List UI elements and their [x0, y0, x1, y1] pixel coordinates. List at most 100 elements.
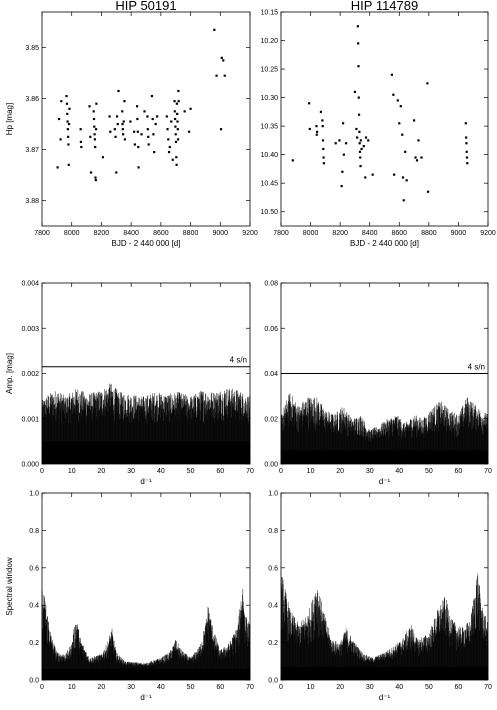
data-point — [174, 133, 177, 136]
data-point — [93, 133, 96, 136]
x-tick-label: 8000 — [64, 230, 80, 237]
x-tick-label: 8800 — [421, 230, 437, 237]
x-tick-label: 0 — [279, 468, 283, 475]
data-point — [401, 176, 405, 179]
data-point — [367, 139, 370, 142]
data-point — [57, 117, 61, 121]
data-point — [122, 120, 125, 123]
y-tick-label: 0.0 — [29, 678, 39, 685]
x-tick-label: 30 — [366, 468, 374, 475]
y-tick-label: 10.50 — [260, 209, 278, 216]
data-point — [116, 122, 119, 126]
data-point — [341, 170, 344, 173]
data-point — [356, 136, 359, 139]
data-point — [166, 128, 169, 131]
data-point — [177, 100, 180, 103]
data-point — [187, 130, 191, 133]
y-tick-label: 10.40 — [260, 152, 278, 159]
y-tick-label: 0.000 — [21, 462, 39, 469]
x-tick-label: 60 — [216, 684, 224, 691]
data-point — [88, 105, 91, 108]
y-tick-label: 10.20 — [260, 38, 278, 45]
data-point — [322, 147, 325, 151]
data-point — [464, 122, 467, 125]
data-point — [315, 125, 318, 128]
x-tick-label: 20 — [98, 468, 106, 475]
spectrum-series — [280, 573, 489, 680]
data-point — [390, 73, 393, 76]
data-point — [136, 117, 139, 121]
data-point — [167, 138, 170, 141]
data-point — [357, 65, 360, 68]
data-point — [357, 96, 360, 99]
x-tick-label: 70 — [246, 468, 254, 475]
data-point — [315, 130, 319, 133]
data-point — [364, 176, 367, 179]
data-point — [114, 135, 117, 138]
data-point — [115, 115, 119, 118]
data-point — [322, 156, 325, 159]
x-tick-label: 8600 — [153, 230, 169, 237]
hip50191-window-panel — [41, 492, 251, 681]
data-point — [89, 135, 92, 138]
y-tick-label: 0.4 — [29, 603, 39, 610]
data-point — [404, 150, 407, 153]
data-point — [137, 166, 140, 169]
y-tick-label: 0.0 — [268, 678, 278, 685]
data-point — [319, 110, 323, 113]
data-point — [94, 179, 97, 182]
hip114789-lc-panel — [280, 11, 489, 227]
data-point — [121, 128, 124, 131]
x-tick-label: 70 — [246, 684, 254, 691]
data-point — [175, 163, 178, 166]
hip50191-amp-panel — [41, 282, 251, 465]
x-tick-label: 50 — [425, 468, 433, 475]
y-tick-label: 0.08 — [264, 281, 278, 288]
x-tick-label: 30 — [366, 684, 374, 691]
x-tick-label: 40 — [157, 684, 165, 691]
data-point — [412, 119, 416, 122]
x-tick-label: 9200 — [480, 230, 496, 237]
data-point — [392, 93, 395, 96]
data-point — [67, 122, 71, 126]
x-tick-label: 50 — [187, 684, 195, 691]
x-tick-label: 50 — [187, 468, 195, 475]
hip50191-window-xlabel: d⁻¹ — [140, 693, 152, 702]
x-tick-label: 10 — [68, 468, 76, 475]
data-point — [174, 140, 178, 144]
data-point — [360, 147, 363, 151]
data-point — [56, 166, 59, 169]
threshold-label: 4 s/n — [230, 356, 247, 365]
data-point — [398, 122, 401, 125]
x-tick-label: 0 — [40, 468, 44, 475]
data-point — [133, 130, 136, 133]
y-tick-label: 0.6 — [29, 565, 39, 572]
data-point — [307, 102, 311, 105]
hip114789-lc-xlabel: BJD - 2 440 000 [d] — [350, 239, 419, 248]
data-point — [79, 140, 83, 144]
spectrum-series — [41, 588, 251, 680]
x-tick-label: 10 — [307, 684, 315, 691]
data-point — [357, 42, 360, 45]
data-point — [174, 125, 177, 128]
spectrum-floor — [281, 450, 488, 464]
data-point — [135, 105, 139, 108]
data-point — [94, 128, 98, 131]
data-point — [94, 176, 97, 179]
x-tick-label: 20 — [98, 684, 106, 691]
data-point — [222, 59, 225, 62]
data-point — [67, 163, 70, 166]
data-point — [321, 125, 324, 128]
data-point — [357, 113, 361, 116]
data-point — [355, 127, 358, 131]
data-point — [66, 112, 69, 116]
data-point — [123, 138, 127, 141]
data-point — [122, 133, 125, 136]
data-point — [147, 135, 150, 138]
data-point — [65, 94, 68, 98]
x-tick-label: 40 — [395, 684, 403, 691]
data-point — [183, 110, 186, 113]
hip114789-lc-frame — [280, 11, 489, 227]
data-point — [95, 102, 98, 105]
data-point — [308, 127, 311, 131]
